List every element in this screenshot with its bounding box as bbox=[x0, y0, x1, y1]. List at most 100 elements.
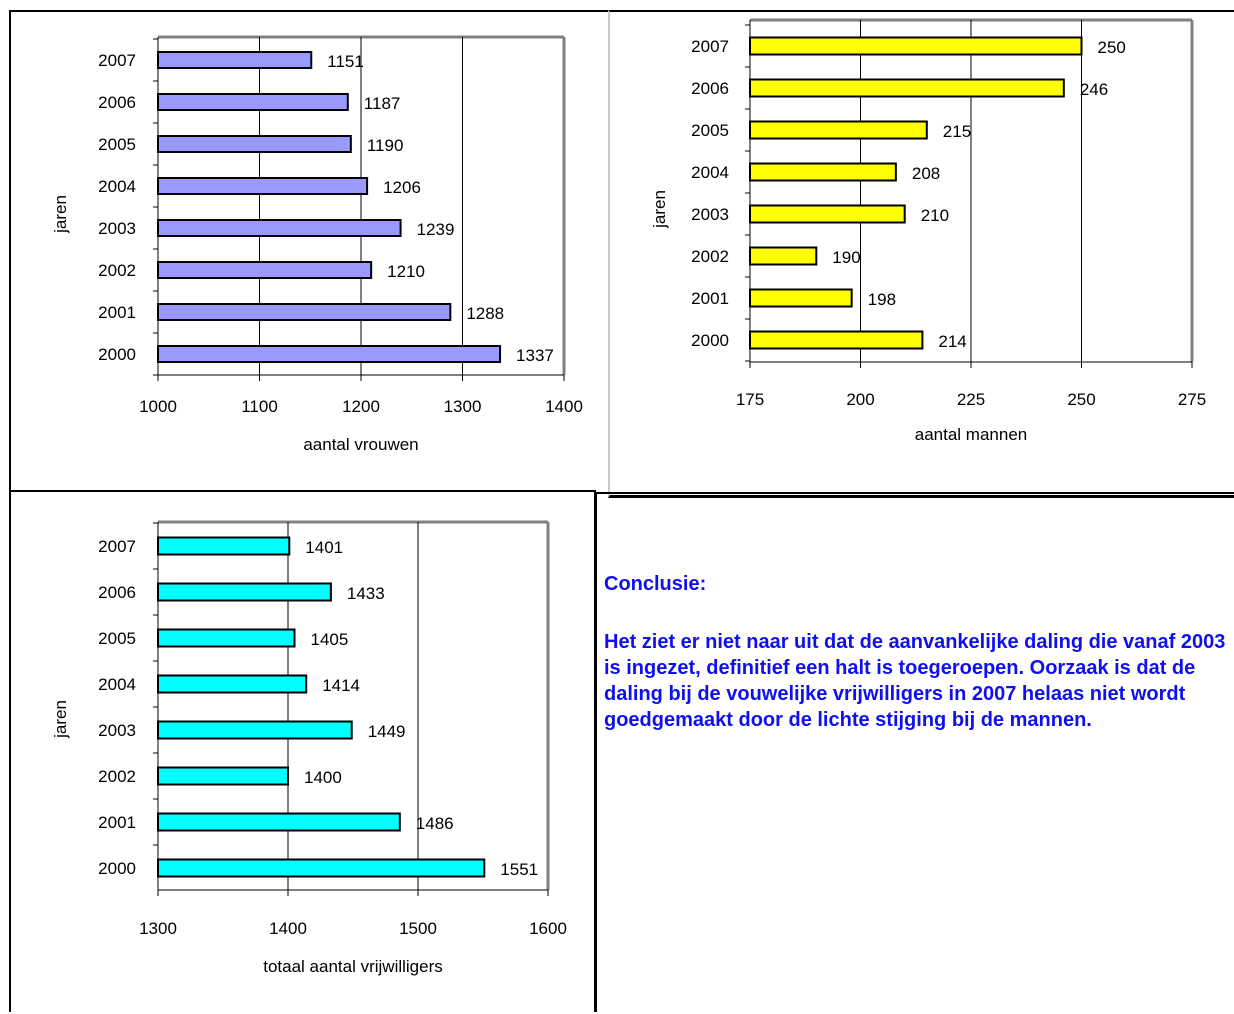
y-tick-label-2006: 2006 bbox=[691, 79, 729, 98]
data-label-2003: 210 bbox=[921, 206, 949, 225]
data-label-2004: 1414 bbox=[322, 676, 360, 695]
x-tick-label-200: 200 bbox=[846, 390, 874, 409]
y-tick-label-2003: 2003 bbox=[98, 219, 136, 238]
bar-2000 bbox=[749, 330, 924, 350]
y-tick-label-2003: 2003 bbox=[98, 721, 136, 740]
y-axis-title: jaren bbox=[650, 190, 669, 229]
y-axis-title: jaren bbox=[51, 700, 70, 739]
x-tick-label-225: 225 bbox=[957, 390, 985, 409]
x-tick-label-250: 250 bbox=[1067, 390, 1095, 409]
y-tick-label-2006: 2006 bbox=[98, 583, 136, 602]
data-label-2007: 1151 bbox=[327, 52, 364, 71]
chart-women: 2007 1151 2006 1187 2005 1190 2004 1206 2003 1239… bbox=[51, 35, 583, 454]
data-label-2002: 1400 bbox=[304, 768, 342, 787]
bar-2002 bbox=[157, 766, 289, 786]
data-label-2000: 1551 bbox=[500, 860, 538, 879]
y-tick-label-2002: 2002 bbox=[98, 767, 136, 786]
y-tick-label-2001: 2001 bbox=[98, 303, 136, 322]
bar-2003 bbox=[749, 204, 906, 224]
bar-2007 bbox=[157, 51, 313, 69]
bar-2004 bbox=[157, 674, 308, 694]
x-tick-label-1200: 1200 bbox=[342, 397, 380, 416]
data-label-2001: 1486 bbox=[416, 814, 454, 833]
data-label-2004: 208 bbox=[912, 164, 940, 183]
y-tick-label-2002: 2002 bbox=[98, 261, 136, 280]
bar-2000 bbox=[157, 858, 486, 878]
data-label-2005: 1405 bbox=[311, 630, 349, 649]
x-axis-title: aantal vrouwen bbox=[303, 435, 418, 454]
data-label-2007: 250 bbox=[1098, 38, 1126, 57]
y-tick-label-2000: 2000 bbox=[691, 331, 729, 350]
y-tick-label-2007: 2007 bbox=[98, 51, 136, 70]
x-tick-label-275: 275 bbox=[1178, 390, 1206, 409]
data-label-2001: 1288 bbox=[466, 304, 504, 323]
y-tick-label-2004: 2004 bbox=[691, 163, 729, 182]
data-label-2001: 198 bbox=[868, 290, 896, 309]
y-tick-label-2000: 2000 bbox=[98, 859, 136, 878]
conclusion-panel: Conclusie: Het ziet er niet naar uit dat… bbox=[594, 492, 1234, 1012]
bar-2003 bbox=[157, 219, 402, 237]
bar-2007 bbox=[157, 536, 291, 556]
x-tick-label-1100: 1100 bbox=[241, 397, 278, 416]
bar-2000 bbox=[157, 345, 502, 363]
y-tick-label-2005: 2005 bbox=[98, 135, 136, 154]
bar-2003 bbox=[157, 720, 353, 740]
conclusion-text: Het ziet er niet naar uit dat de aanvank… bbox=[604, 631, 1226, 731]
y-tick-label-2001: 2001 bbox=[98, 813, 136, 832]
bar-2004 bbox=[157, 177, 369, 195]
x-axis-title: totaal aantal vrijwilligers bbox=[263, 957, 443, 976]
bar-2006 bbox=[749, 78, 1065, 98]
bar-2001 bbox=[157, 303, 452, 321]
bar-2001 bbox=[157, 812, 401, 832]
data-label-2003: 1449 bbox=[368, 722, 406, 741]
chart-panel-men: 2007 250 2006 246 2005 215 2004 208 2003 210 2002 1… bbox=[608, 10, 1234, 498]
bar-2002 bbox=[157, 261, 373, 279]
y-tick-label-2007: 2007 bbox=[691, 37, 729, 56]
y-tick-label-2007: 2007 bbox=[98, 537, 136, 556]
data-label-2002: 190 bbox=[832, 248, 860, 267]
x-tick-label-1500: 1500 bbox=[399, 919, 437, 938]
data-label-2005: 215 bbox=[943, 122, 971, 141]
bar-2004 bbox=[749, 162, 897, 182]
data-label-2006: 246 bbox=[1080, 80, 1108, 99]
data-label-2002: 1210 bbox=[387, 262, 425, 281]
chart-total: 2007 1401 2006 1433 2005 1405 2004 1414 2003 1449… bbox=[51, 520, 567, 976]
data-label-2007: 1401 bbox=[305, 538, 343, 557]
y-axis-title: jaren bbox=[51, 195, 70, 234]
bar-2006 bbox=[157, 582, 332, 602]
data-label-2004: 1206 bbox=[383, 178, 421, 197]
data-label-2003: 1239 bbox=[417, 220, 455, 239]
x-tick-label-1000: 1000 bbox=[139, 397, 177, 416]
y-tick-label-2001: 2001 bbox=[691, 289, 729, 308]
x-tick-label-1400: 1400 bbox=[545, 397, 583, 416]
bar-2002 bbox=[749, 246, 818, 266]
x-tick-label-1600: 1600 bbox=[529, 919, 567, 938]
y-tick-label-2004: 2004 bbox=[98, 177, 136, 196]
y-tick-label-2002: 2002 bbox=[691, 247, 729, 266]
x-tick-label-1400: 1400 bbox=[269, 919, 307, 938]
y-tick-label-2003: 2003 bbox=[691, 205, 729, 224]
y-tick-label-2005: 2005 bbox=[691, 121, 729, 140]
x-tick-label-1300: 1300 bbox=[444, 397, 482, 416]
data-label-2000: 214 bbox=[938, 332, 966, 351]
x-axis-title: aantal mannen bbox=[915, 425, 1027, 444]
data-label-2005: 1190 bbox=[367, 136, 404, 155]
bar-2007 bbox=[749, 36, 1083, 56]
bar-2005 bbox=[157, 628, 296, 648]
y-tick-label-2006: 2006 bbox=[98, 93, 136, 112]
x-tick-label-175: 175 bbox=[736, 390, 764, 409]
bar-2005 bbox=[749, 120, 928, 140]
x-tick-label-1300: 1300 bbox=[139, 919, 177, 938]
y-tick-label-2004: 2004 bbox=[98, 675, 136, 694]
bar-2005 bbox=[157, 135, 352, 153]
chart-panel-total: 2007 1401 2006 1433 2005 1405 2004 1414 2003 1449… bbox=[9, 490, 596, 1012]
bar-2006 bbox=[157, 93, 349, 111]
conclusion-heading: Conclusie: bbox=[604, 573, 707, 595]
bar-2001 bbox=[749, 288, 853, 308]
data-label-2006: 1433 bbox=[347, 584, 385, 603]
data-label-2006: 1187 bbox=[364, 94, 401, 113]
chart-panel-women: 2007 1151 2006 1187 2005 1190 2004 1206 2003 1239… bbox=[9, 10, 610, 492]
y-tick-label-2005: 2005 bbox=[98, 629, 136, 648]
data-label-2000: 1337 bbox=[516, 346, 554, 365]
y-tick-label-2000: 2000 bbox=[98, 345, 136, 364]
